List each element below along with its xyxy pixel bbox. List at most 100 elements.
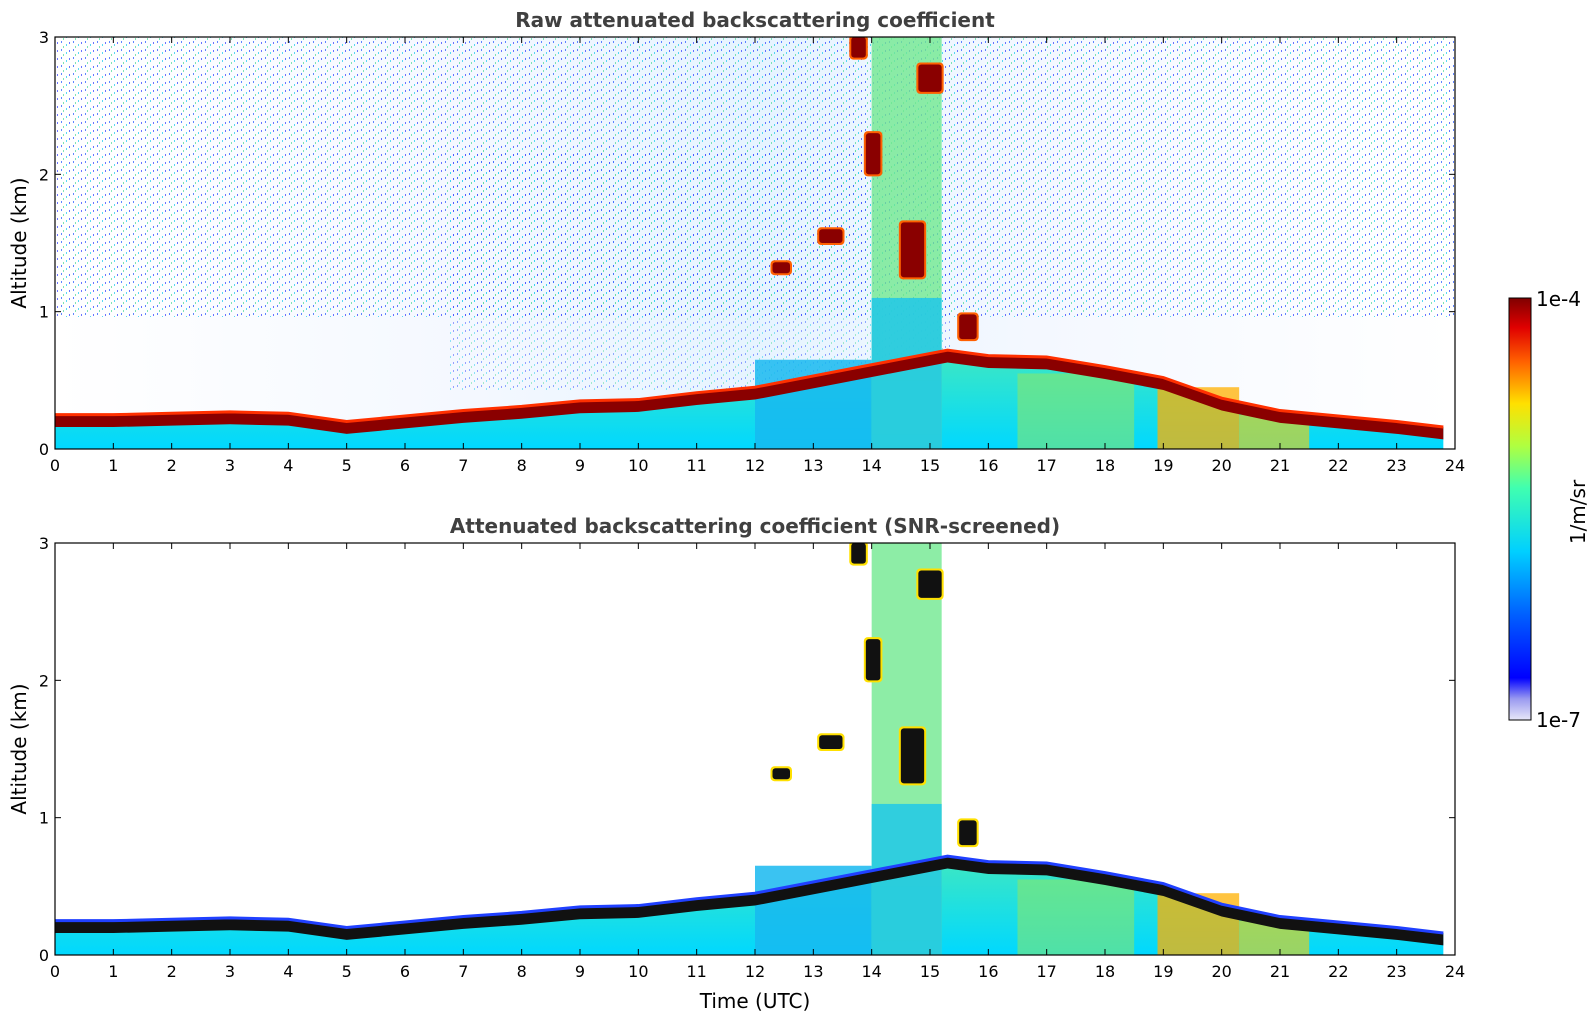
bottom-x-axis: 0 1 2 3 4 5 6 7 8 9 10 11 12 13 14 15 16 17 18 19 20 21 22 23 24 (50, 543, 1465, 981)
x-tick-label: 9 (575, 456, 585, 475)
top-panel-title: Raw attenuated backscattering coefficien… (515, 8, 995, 32)
top-aerosol-layer (55, 37, 1444, 449)
snr-screened-panel: Attenuated backscattering coefficient (S… (7, 514, 1465, 1013)
y-tick-label: 0 (39, 946, 49, 965)
y-tick-label: 1 (39, 303, 49, 322)
x-tick-label: 15 (920, 962, 940, 981)
x-tick-label: 1 (108, 456, 118, 475)
bottom-y-axis: 0 1 2 3 (39, 534, 1455, 965)
colorbar-unit-label: 1/m/sr (1566, 479, 1590, 544)
x-tick-label: 19 (1153, 456, 1173, 475)
x-tick-label: 19 (1153, 962, 1173, 981)
cloud-core (851, 37, 866, 58)
layer-top-edge (55, 348, 1444, 429)
cloud-core (865, 133, 881, 175)
y-tick-label: 0 (39, 440, 49, 459)
x-tick-label: 13 (803, 456, 823, 475)
x-tick-label: 13 (803, 962, 823, 981)
x-tick-label: 20 (1211, 456, 1231, 475)
x-tick-label: 15 (920, 456, 940, 475)
x-tick-label: 23 (1386, 456, 1406, 475)
x-tick-label: 23 (1386, 962, 1406, 981)
x-tick-label: 14 (861, 456, 881, 475)
y-tick-label: 2 (39, 671, 49, 690)
x-tick-label: 17 (1036, 962, 1056, 981)
x-tick-label: 10 (628, 962, 648, 981)
cloud-core (959, 314, 977, 340)
x-tick-label: 12 (745, 456, 765, 475)
x-tick-label: 11 (686, 962, 706, 981)
x-tick-label: 3 (225, 962, 235, 981)
cloud-core (819, 229, 843, 243)
top-y-axis: 0 1 2 3 (39, 28, 1455, 459)
cloud-core (865, 639, 881, 681)
x-tick-label: 22 (1328, 962, 1348, 981)
x-tick-label: 10 (628, 456, 648, 475)
colorbar: 1e-4 1e-7 1/m/sr (1508, 287, 1590, 732)
x-tick-label: 6 (400, 962, 410, 981)
afternoon-aerosol (1017, 373, 1135, 449)
cloud-core (918, 64, 942, 92)
x-tick-label: 12 (745, 962, 765, 981)
colorbar-gradient (1508, 297, 1532, 721)
x-tick-label: 16 (978, 456, 998, 475)
x-tick-label: 1 (108, 962, 118, 981)
raw-backscatter-panel: Raw attenuated backscattering coefficien… (7, 8, 1465, 475)
y-tick-label: 1 (39, 809, 49, 828)
x-tick-label: 21 (1270, 456, 1290, 475)
colorbar-max-label: 1e-4 (1536, 287, 1581, 311)
top-clouds (770, 37, 979, 342)
cloud-core (772, 768, 790, 780)
x-tick-label: 22 (1328, 456, 1348, 475)
x-tick-label: 8 (517, 962, 527, 981)
x-tick-label: 9 (575, 962, 585, 981)
x-tick-label: 18 (1095, 962, 1115, 981)
bottom-plot-area (55, 543, 1455, 955)
x-tick-label: 2 (167, 456, 177, 475)
top-x-axis: 0 1 2 3 4 5 6 7 8 9 10 11 12 13 14 15 16 17 18 19 20 21 22 23 24 (50, 37, 1465, 475)
x-tick-label: 8 (517, 456, 527, 475)
x-tick-label: 17 (1036, 456, 1056, 475)
layer-top-edge (55, 854, 1444, 935)
x-tick-label: 3 (225, 456, 235, 475)
afternoon-aerosol (1017, 879, 1135, 955)
cloud-core (918, 570, 942, 598)
cloud-core (851, 543, 866, 564)
bottom-aerosol-layer (55, 543, 1444, 955)
x-tick-label: 24 (1445, 456, 1465, 475)
colorbar-min-label: 1e-7 (1536, 708, 1581, 732)
x-tick-label: 6 (400, 456, 410, 475)
top-y-axis-label: Altitude (km) (7, 177, 31, 308)
bottom-panel-title: Attenuated backscattering coefficient (S… (450, 514, 1060, 538)
x-tick-label: 14 (861, 962, 881, 981)
x-tick-label: 20 (1211, 962, 1231, 981)
x-axis-label: Time (UTC) (699, 989, 811, 1013)
x-tick-label: 18 (1095, 456, 1115, 475)
y-tick-label: 3 (39, 534, 49, 553)
x-tick-label: 5 (342, 962, 352, 981)
x-tick-label: 5 (342, 456, 352, 475)
y-tick-label: 3 (39, 28, 49, 47)
x-tick-label: 2 (167, 962, 177, 981)
cloud-core (819, 735, 843, 749)
cloud-core (959, 820, 977, 846)
x-tick-label: 21 (1270, 962, 1290, 981)
bottom-y-axis-label: Altitude (km) (7, 683, 31, 814)
x-tick-label: 7 (458, 456, 468, 475)
x-tick-label: 11 (686, 456, 706, 475)
x-tick-label: 7 (458, 962, 468, 981)
cloud-core (772, 262, 790, 274)
bottom-clouds (770, 543, 979, 848)
cloud-core (900, 728, 925, 784)
x-tick-label: 4 (283, 962, 293, 981)
top-noise-midday (450, 150, 950, 390)
x-tick-label: 4 (283, 456, 293, 475)
x-tick-label: 24 (1445, 962, 1465, 981)
top-plot-area (55, 37, 1455, 449)
y-tick-label: 2 (39, 165, 49, 184)
x-tick-label: 0 (50, 962, 60, 981)
x-tick-label: 16 (978, 962, 998, 981)
cloud-core (900, 222, 925, 278)
x-tick-label: 0 (50, 456, 60, 475)
